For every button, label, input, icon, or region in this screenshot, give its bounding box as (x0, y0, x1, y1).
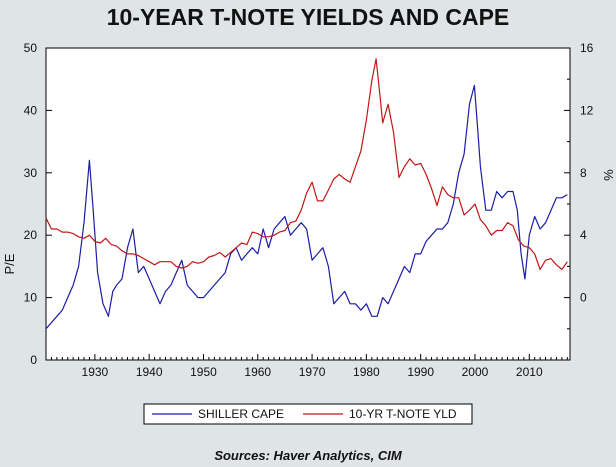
x-tick-label: 1970 (299, 365, 326, 379)
x-tick-label: 1990 (407, 365, 434, 379)
x-tick-label: 1930 (82, 365, 109, 379)
y-left-tick-label: 10 (24, 291, 38, 305)
y-right-tick-label: 4 (580, 228, 587, 242)
y-left-tick-label: 50 (24, 41, 38, 55)
y-axis-right-title: % (601, 169, 616, 181)
chart-title: 10-YEAR T-NOTE YIELDS AND CAPE (106, 4, 510, 30)
x-tick-label: 2010 (516, 365, 543, 379)
source-note: Sources: Haver Analytics, CIM (214, 448, 402, 463)
x-axis: 1930 1940 1950 1960 1970 1980 1990 2000 2010 (45, 354, 568, 379)
y-axis-right: 0 4 8 12 16 (564, 41, 594, 361)
series-line-shiller-cape (45, 84, 568, 330)
y-left-tick-label: 20 (24, 228, 38, 242)
legend: SHILLER CAPE 10-YR T-NOTE YLD (143, 403, 473, 425)
y-left-tick-label: 30 (24, 166, 38, 180)
legend-label-shiller-cape: SHILLER CAPE (198, 407, 284, 421)
x-tick-label: 1980 (353, 365, 380, 379)
y-right-tick-label: 16 (580, 41, 594, 55)
y-left-tick-label: 40 (24, 103, 38, 117)
y-left-tick-label: 0 (30, 353, 37, 367)
y-right-tick-label: 0 (580, 291, 587, 305)
legend-label-10yr-tnote-yld: 10-YR T-NOTE YLD (349, 407, 457, 421)
y-right-tick-label: 8 (580, 166, 587, 180)
x-tick-label: 1950 (190, 365, 217, 379)
series-line-10yr-tnote-yld (45, 58, 568, 271)
plot-area (45, 47, 571, 361)
series-lines (45, 58, 568, 330)
y-axis-left-title: P/E (2, 253, 17, 274)
x-tick-label: 2000 (462, 365, 489, 379)
y-right-tick-label: 12 (580, 103, 594, 117)
y-axis-left: 0 10 20 30 40 50 (24, 41, 52, 367)
x-tick-label: 1940 (136, 365, 163, 379)
x-tick-label: 1960 (244, 365, 271, 379)
